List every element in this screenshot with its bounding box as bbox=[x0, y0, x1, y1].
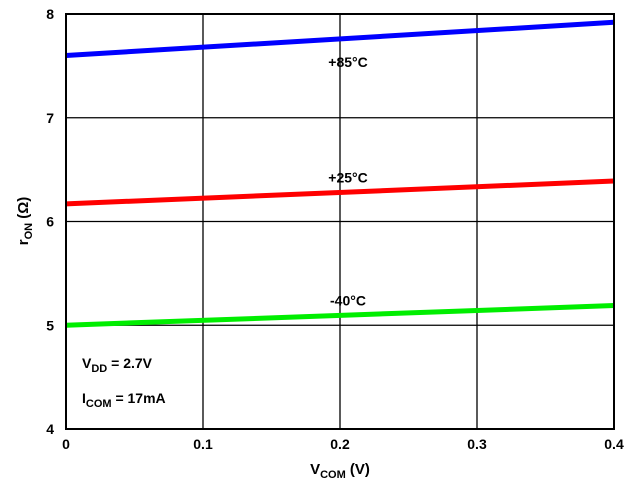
grid-lines bbox=[66, 14, 614, 429]
x-axis-label: VCOM (V) bbox=[310, 461, 370, 481]
y-tick-label: 8 bbox=[46, 6, 54, 22]
y-axis-label: rON (Ω) bbox=[15, 197, 35, 246]
x-tick-label: 0.3 bbox=[467, 436, 487, 452]
series-lines bbox=[65, 19, 615, 328]
x-tick-label: 0 bbox=[62, 436, 70, 452]
series-label-2: -40°C bbox=[330, 292, 366, 308]
x-tick-labels: 0 0.1 0.2 0.3 0.4 bbox=[62, 436, 624, 452]
y-tick-label: 6 bbox=[46, 214, 54, 230]
series-line-1 bbox=[65, 178, 615, 207]
annotation-icom: ICOM = 17mA bbox=[82, 390, 166, 410]
y-tick-labels: 4 5 6 7 8 bbox=[46, 6, 54, 437]
series-label-0: +85°C bbox=[328, 54, 367, 70]
x-tick-label: 0.4 bbox=[604, 436, 624, 452]
y-tick-label: 5 bbox=[46, 317, 54, 333]
series-line-2 bbox=[65, 303, 615, 328]
y-tick-label: 7 bbox=[46, 110, 54, 126]
series-labels: +85°C +25°C -40°C bbox=[328, 54, 367, 308]
annotation-vdd: VDD = 2.7V bbox=[82, 355, 153, 375]
plot-frame bbox=[65, 13, 615, 430]
x-tick-label: 0.2 bbox=[330, 436, 350, 452]
x-tick-label: 0.1 bbox=[193, 436, 213, 452]
y-tick-label: 4 bbox=[46, 421, 54, 437]
series-line-0 bbox=[65, 19, 615, 58]
series-label-1: +25°C bbox=[328, 169, 367, 185]
